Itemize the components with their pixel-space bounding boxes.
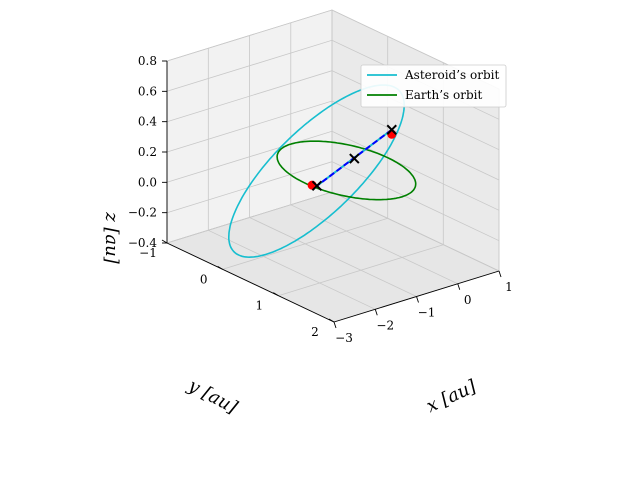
legend-label-asteroid: Asteroid’s orbit [404, 68, 499, 82]
x-tick-mark [333, 321, 337, 329]
gridlines [166, 9, 500, 323]
x-tick-label: −1 [418, 306, 436, 320]
y-axis-line [166, 242, 335, 323]
y-tick-mark [217, 265, 223, 270]
y-tick-mark [273, 292, 279, 297]
markers-layer [307, 124, 397, 192]
gridline-z [166, 191, 500, 272]
y-tick-mark [161, 239, 168, 244]
panes [165, 9, 501, 323]
x-tick-mark [416, 296, 419, 303]
y-axis-label: y [au] [184, 375, 242, 419]
z-tick-label: 0.2 [138, 145, 157, 159]
gridline-z [166, 130, 500, 211]
x-tick-label: −3 [335, 331, 353, 345]
legend-box [360, 64, 507, 108]
x-tick-label: 0 [464, 293, 472, 307]
y-tick-label: 1 [256, 299, 264, 313]
z-tick-label: −0.2 [128, 206, 157, 220]
y-tick-label: −1 [139, 246, 157, 260]
x-tick-label: 1 [505, 280, 513, 294]
x-tick-label: −2 [376, 318, 394, 332]
tick-labels: −3 −2 −1 0 1 −1 0 1 2 −0.4 −0.2 0.0 0.2 0.4 0.6 0.8 [128, 54, 513, 345]
z-tick-label: 0.8 [138, 54, 157, 68]
z-tick-label: 0.4 [138, 115, 157, 129]
z-axis-label: z [au] [101, 211, 122, 265]
y-tick-mark [328, 318, 335, 323]
x-marker [349, 153, 360, 164]
earth-orbit-line [276, 140, 417, 201]
z-tick-label: 0.6 [138, 84, 157, 98]
y-tick-label: 0 [200, 272, 208, 286]
z-tick-label: −0.4 [128, 236, 158, 250]
gridline-z [166, 70, 500, 151]
z-tick-label: 0.0 [138, 175, 157, 189]
x-marker [386, 124, 397, 135]
x-tick-mark [498, 270, 502, 278]
x-axis-label: x [au] [423, 376, 480, 418]
x-marker [311, 180, 323, 192]
gridline-z [166, 100, 500, 181]
x-tick-mark [457, 283, 461, 290]
legend: Asteroid’s orbit Earth’s orbit [360, 64, 507, 108]
legend-label-earth: Earth’s orbit [405, 88, 482, 102]
x-tick-mark [374, 309, 378, 316]
gridline-z [166, 161, 500, 242]
y-tick-label: 2 [311, 325, 319, 339]
gridline-z [166, 9, 500, 90]
